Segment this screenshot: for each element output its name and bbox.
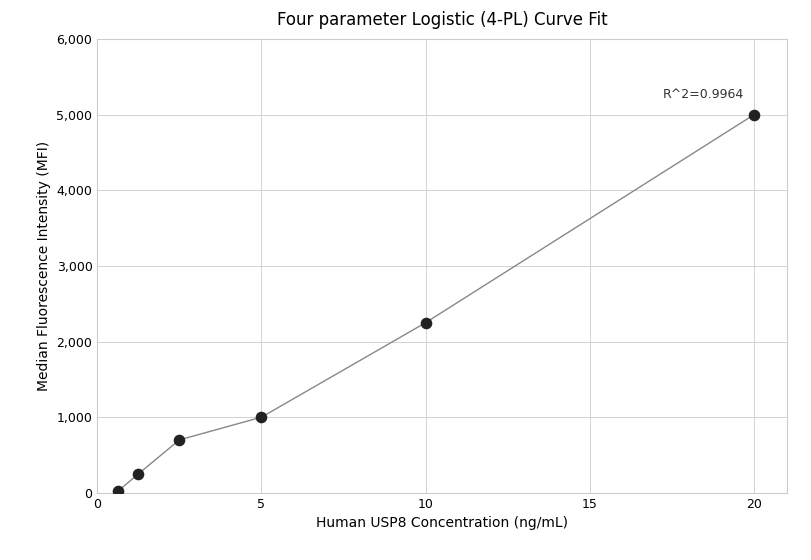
Point [419, 318, 432, 327]
Point [255, 413, 268, 422]
Y-axis label: Median Fluorescence Intensity (MFI): Median Fluorescence Intensity (MFI) [37, 141, 51, 391]
Point [132, 469, 145, 478]
Point [111, 487, 124, 496]
Point [748, 110, 761, 119]
X-axis label: Human USP8 Concentration (ng/mL): Human USP8 Concentration (ng/mL) [316, 516, 568, 530]
Title: Four parameter Logistic (4-PL) Curve Fit: Four parameter Logistic (4-PL) Curve Fit [277, 11, 607, 29]
Text: R^2=0.9964: R^2=0.9964 [663, 88, 744, 101]
Point [173, 436, 186, 445]
